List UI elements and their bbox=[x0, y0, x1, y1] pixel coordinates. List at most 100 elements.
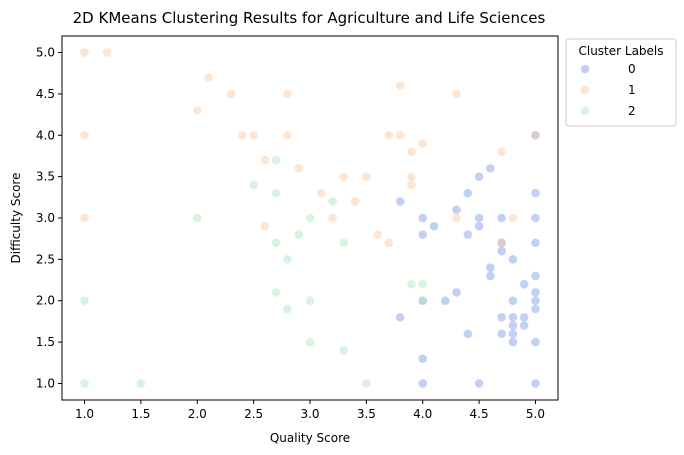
data-point-cluster-0 bbox=[395, 312, 405, 322]
data-point-cluster-1 bbox=[226, 89, 236, 99]
data-point-cluster-0 bbox=[497, 213, 506, 223]
data-point-cluster-1 bbox=[294, 164, 304, 173]
data-point-cluster-0 bbox=[531, 337, 540, 347]
data-point-cluster-0 bbox=[508, 296, 518, 306]
data-point-cluster-2 bbox=[136, 379, 146, 388]
y-tick-label: 4.5 bbox=[36, 87, 55, 101]
data-point-cluster-2 bbox=[418, 279, 428, 289]
data-point-cluster-2 bbox=[249, 180, 258, 190]
x-tick-label: 5.0 bbox=[526, 407, 545, 421]
data-point-cluster-2 bbox=[294, 230, 304, 239]
data-point-cluster-1 bbox=[283, 89, 292, 99]
data-point-cluster-0 bbox=[531, 213, 540, 223]
data-point-cluster-0 bbox=[452, 288, 461, 297]
data-point-cluster-2 bbox=[283, 255, 292, 264]
data-point-cluster-0 bbox=[531, 188, 540, 198]
data-point-cluster-1 bbox=[418, 139, 428, 148]
data-point-cluster-1 bbox=[102, 48, 112, 57]
x-axis: 1.0 1.5 2.0 2.5 3.0 3.5 4.0 4.5 5.0 bbox=[75, 400, 545, 421]
data-point-cluster-1 bbox=[395, 81, 405, 90]
data-point-cluster-2 bbox=[305, 213, 315, 223]
data-point-cluster-2 bbox=[271, 288, 281, 297]
data-point-cluster-0 bbox=[531, 379, 540, 388]
data-point-cluster-0 bbox=[497, 312, 506, 322]
data-point-cluster-0 bbox=[497, 238, 506, 248]
data-point-cluster-0 bbox=[497, 246, 506, 256]
data-point-cluster-1 bbox=[238, 130, 247, 140]
data-point-cluster-0 bbox=[531, 271, 540, 281]
data-point-cluster-0 bbox=[508, 312, 518, 322]
data-point-cluster-1 bbox=[350, 197, 360, 206]
data-point-cluster-0 bbox=[463, 329, 473, 339]
data-point-cluster-0 bbox=[531, 288, 540, 297]
data-point-cluster-2 bbox=[328, 197, 337, 206]
y-tick-label: 3.5 bbox=[36, 170, 55, 184]
data-point-cluster-0 bbox=[508, 329, 518, 339]
data-point-cluster-0 bbox=[418, 354, 428, 363]
y-tick-label: 3.0 bbox=[36, 211, 55, 225]
data-point-cluster-0 bbox=[519, 312, 529, 322]
data-point-cluster-2 bbox=[418, 296, 428, 306]
data-point-cluster-2 bbox=[362, 379, 371, 388]
data-point-cluster-1 bbox=[260, 221, 270, 231]
data-point-cluster-0 bbox=[531, 238, 540, 248]
data-point-cluster-0 bbox=[429, 221, 439, 231]
data-point-cluster-1 bbox=[508, 213, 518, 223]
legend-label: 2 bbox=[628, 104, 636, 118]
data-point-cluster-1 bbox=[80, 48, 89, 57]
data-point-cluster-0 bbox=[531, 296, 540, 306]
data-point-cluster-1 bbox=[339, 172, 349, 181]
legend-title: Cluster Labels bbox=[578, 44, 663, 58]
legend-label: 0 bbox=[628, 62, 636, 76]
data-point-cluster-0 bbox=[474, 172, 484, 181]
data-point-cluster-1 bbox=[452, 89, 461, 99]
y-tick-label: 5.0 bbox=[36, 46, 55, 60]
data-point-cluster-0 bbox=[486, 164, 495, 173]
data-point-cluster-1 bbox=[204, 73, 213, 82]
legend-marker bbox=[580, 106, 590, 116]
data-point-cluster-1 bbox=[531, 130, 540, 140]
data-point-cluster-1 bbox=[80, 213, 89, 223]
data-point-cluster-1 bbox=[362, 172, 371, 181]
data-point-cluster-0 bbox=[418, 230, 428, 239]
x-tick-label: 4.0 bbox=[413, 407, 432, 421]
y-axis: 1.0 1.5 2.0 2.5 3.0 3.5 4.0 4.5 5.0 bbox=[36, 46, 62, 390]
data-point-cluster-0 bbox=[508, 255, 518, 264]
data-point-cluster-0 bbox=[519, 321, 529, 330]
data-point-cluster-1 bbox=[249, 130, 258, 140]
data-point-cluster-2 bbox=[407, 279, 416, 289]
data-point-cluster-0 bbox=[497, 329, 506, 339]
data-point-cluster-0 bbox=[486, 271, 495, 281]
data-point-cluster-0 bbox=[474, 379, 484, 388]
data-point-cluster-2 bbox=[192, 213, 202, 223]
data-point-cluster-2 bbox=[80, 296, 89, 306]
data-points bbox=[80, 48, 540, 388]
data-point-cluster-2 bbox=[283, 304, 292, 314]
data-point-cluster-0 bbox=[418, 213, 428, 223]
data-point-cluster-0 bbox=[474, 221, 484, 231]
data-point-cluster-1 bbox=[283, 130, 292, 140]
data-point-cluster-0 bbox=[418, 379, 428, 388]
x-axis-label: Quality Score bbox=[270, 431, 350, 445]
data-point-cluster-1 bbox=[407, 172, 416, 181]
data-point-cluster-1 bbox=[328, 213, 337, 223]
y-tick-label: 2.5 bbox=[36, 252, 55, 266]
data-point-cluster-1 bbox=[373, 230, 382, 239]
legend-marker bbox=[580, 85, 590, 95]
data-point-cluster-0 bbox=[531, 130, 540, 140]
data-point-cluster-0 bbox=[519, 279, 529, 289]
data-point-cluster-1 bbox=[395, 130, 405, 140]
data-point-cluster-1 bbox=[260, 155, 270, 165]
x-tick-label: 3.0 bbox=[300, 407, 319, 421]
data-point-cluster-0 bbox=[463, 188, 473, 198]
data-point-cluster-1 bbox=[192, 106, 202, 115]
x-tick-label: 4.5 bbox=[470, 407, 489, 421]
data-point-cluster-1 bbox=[407, 147, 416, 157]
y-tick-label: 4.0 bbox=[36, 128, 55, 142]
data-point-cluster-1 bbox=[316, 188, 326, 198]
data-point-cluster-2 bbox=[271, 238, 281, 248]
y-tick-label: 2.0 bbox=[36, 294, 55, 308]
data-point-cluster-2 bbox=[339, 238, 349, 248]
data-point-cluster-0 bbox=[508, 321, 518, 330]
